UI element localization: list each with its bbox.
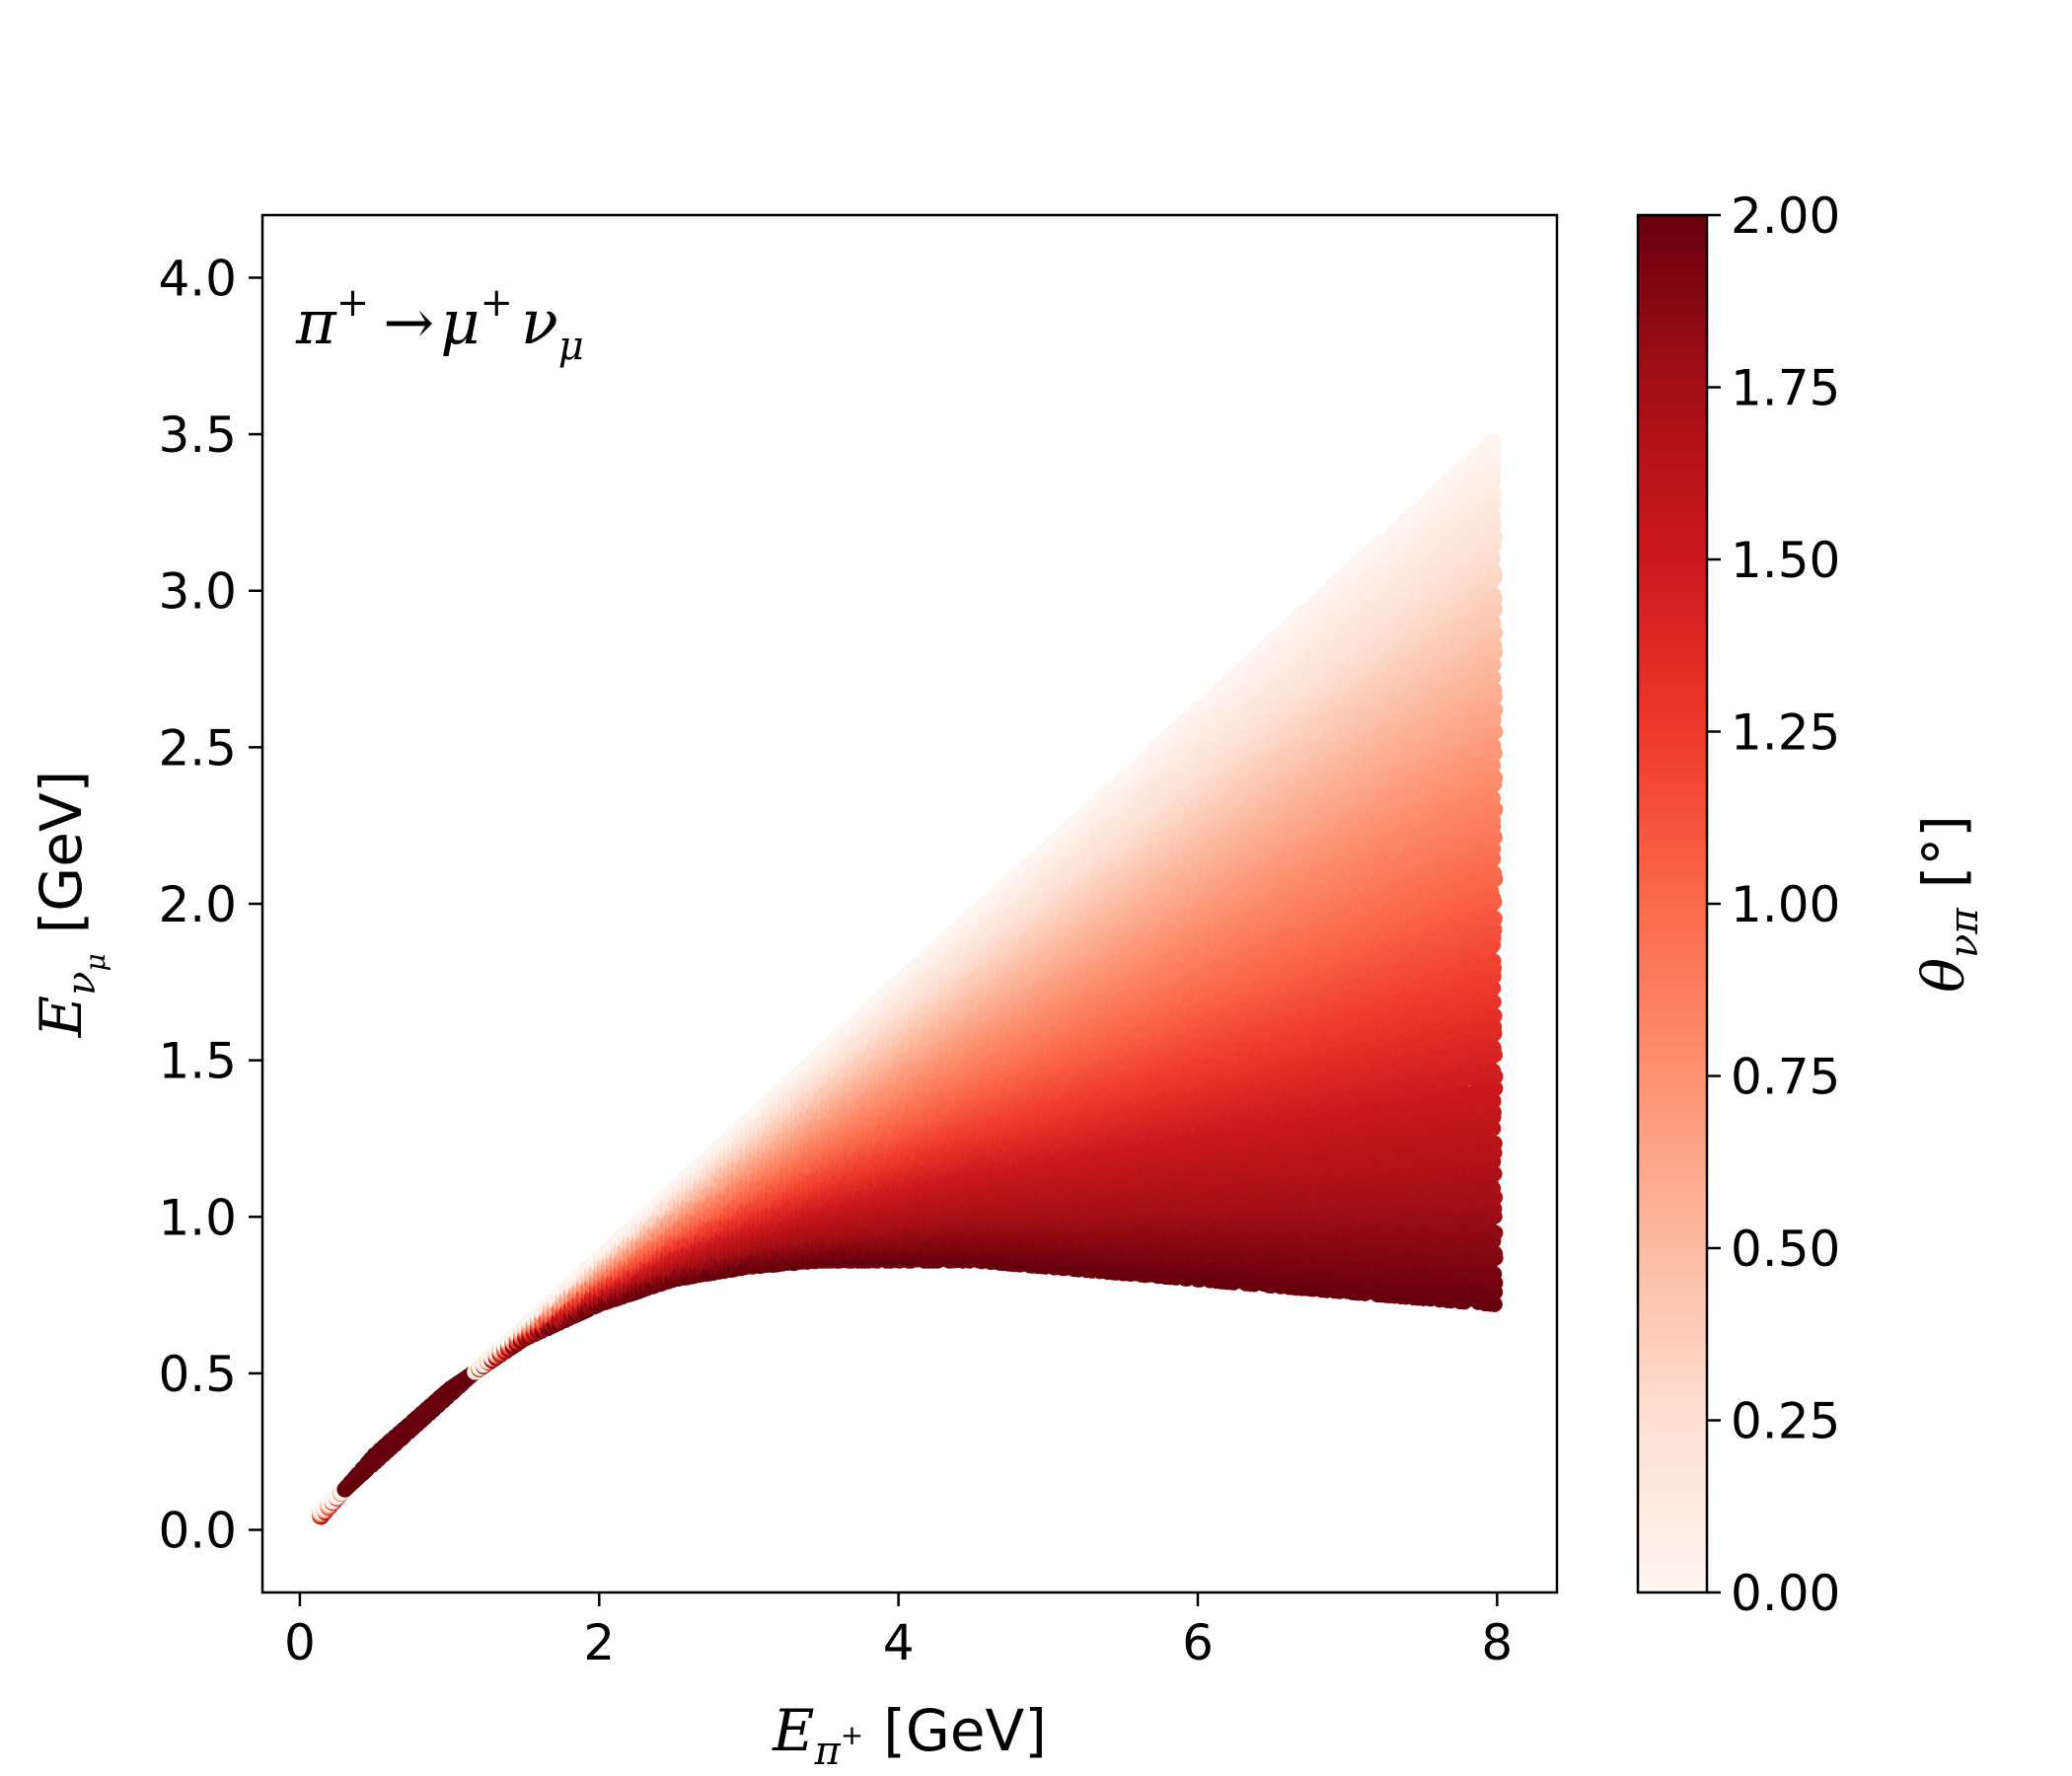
scatter-points: [312, 432, 1504, 1525]
